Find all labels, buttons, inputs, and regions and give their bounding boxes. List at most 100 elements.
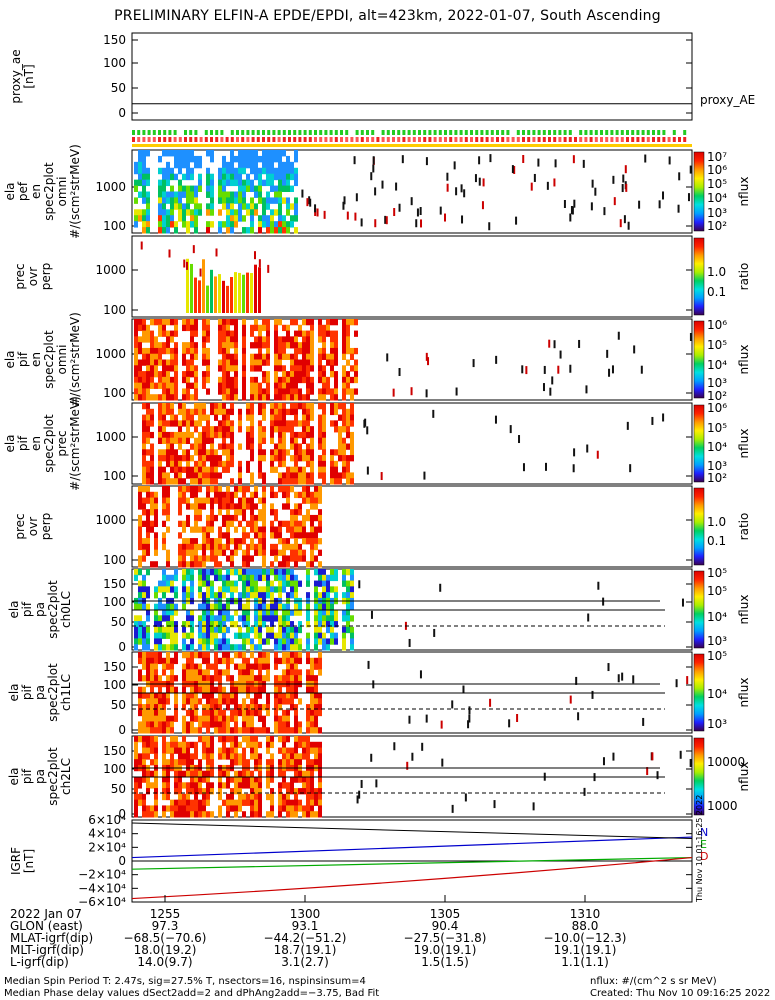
colorbar (693, 737, 705, 816)
ylabel-line: prec (13, 513, 27, 539)
xaxis-cell: MLAT-igrf(dip) (10, 931, 93, 945)
ylabel-line: pef (16, 181, 30, 201)
xaxis-cell: −10.0(−12.3) (544, 931, 627, 945)
ylabel-line: prec (55, 430, 69, 456)
ylabel-line: pa (33, 769, 47, 784)
colorbar (693, 151, 705, 232)
colorbar-tick-label: 10⁵ (707, 338, 727, 352)
y-tick-label: 1000 (95, 513, 126, 527)
colorbar-tick-label: 10⁴ (707, 191, 727, 205)
sparse-points (301, 154, 692, 231)
y-tick-label: 1000 (95, 347, 126, 361)
colorbar-tick-label: 10⁶ (707, 401, 727, 415)
colorbar-tick-label: 10⁴ (707, 358, 727, 372)
ylabel-line: omni (55, 345, 69, 375)
colorbar-tick-label: 10⁶ (707, 163, 727, 177)
x-tick-label: 1255 (150, 907, 181, 921)
ylabel-line: spec2plot (42, 330, 56, 389)
y-tick-label: 100 (103, 386, 126, 400)
ylabel-line: ch0LC (59, 591, 73, 628)
xaxis-cell: 90.4 (432, 919, 459, 933)
panel-ylabel: ela pif pa spec2plot ch1LC (7, 663, 73, 722)
xaxis-cell: 18.0(19.2) (134, 943, 197, 957)
y-tick-label: 1000 (95, 263, 126, 277)
footer-line2: Median Phase delay values dSect2add=2 an… (4, 988, 380, 999)
y-tick-label: 2×10⁴ (88, 840, 126, 854)
colorbar-tick-label: 0.1 (707, 534, 726, 548)
panel-frame (131, 32, 693, 121)
ylabel-line: spec2plot (42, 162, 56, 221)
y-tick-label: −6×10⁴ (78, 895, 126, 909)
y-tick-label: 100 (103, 678, 126, 692)
colorbar-label: nflux (737, 345, 751, 375)
igrf-legend-E: E (700, 838, 707, 851)
footer-line1: Median Spin Period T: 2.47s, sig=27.5% T… (4, 976, 366, 987)
sparse-points (358, 580, 684, 647)
y-tick-label: 1000 (95, 180, 126, 194)
proxy-ae-label: proxy_AE (700, 93, 755, 107)
sparse-points (367, 660, 689, 729)
colorbar-tick-label: 10⁴ (707, 610, 727, 624)
x-tick-label: 1305 (430, 907, 461, 921)
x-tick-label: 1300 (290, 907, 321, 921)
colorbar-tick-label: 10⁵ (707, 649, 727, 663)
panel-ylabel: ela pif pa spec2plot ch0LC (7, 580, 73, 639)
panel-ylabel: ela pif en spec2plot prec #/(scm²strMeV) (3, 396, 82, 491)
xaxis-cell: 93.1 (292, 919, 319, 933)
colorbar-tick-label: 10⁷ (707, 150, 727, 164)
colorbar-label: nflux (737, 595, 751, 625)
colorbar-label: nflux (737, 429, 751, 459)
xaxis-cell: GLON (east) (10, 919, 83, 933)
colorbar-tick-label: 10⁵ (707, 177, 727, 191)
vertical-timestamp: Thu Nov 10 01:16:25 2022 (695, 795, 704, 903)
ylabel-line: #/(scm²strMeV) (68, 312, 82, 407)
y-tick-label: 150 (103, 33, 126, 47)
panel-frame (131, 485, 693, 568)
y-tick-label: 100 (103, 553, 126, 567)
quality-markers (132, 130, 692, 147)
colorbar-label: ratio (737, 513, 751, 541)
xaxis-cell: 97.3 (152, 919, 179, 933)
colorbar-tick-label: 1000 (707, 799, 738, 813)
colorbar-tick-label: 10⁴ (707, 687, 727, 701)
colorbar-tick-label: 10⁴ (707, 440, 727, 454)
ylabel-line: spec2plot (46, 580, 60, 639)
colorbar-label: nflux (737, 762, 751, 792)
ylabel-line: ela (3, 350, 17, 368)
panel-ylabel: ela pif en spec2plot omni #/(scm²strMeV) (3, 312, 82, 407)
y-tick-label: 0 (118, 640, 126, 654)
igrf-legend-N: N (700, 826, 708, 839)
y-tick-label: 50 (111, 615, 126, 629)
panel-frame (131, 318, 693, 401)
y-tick-label: 0 (118, 723, 126, 737)
ylabel-line: omni (55, 177, 69, 207)
spectrogram (134, 150, 298, 234)
ylabel-line: en (29, 352, 43, 367)
ylabel-line: [nT] (22, 849, 36, 873)
colorbar-tick-label: 10³ (707, 206, 727, 220)
y-tick-label: 150 (103, 744, 126, 758)
ylabel-line: spec2plot (46, 663, 60, 722)
ylabel-line: ela (7, 683, 21, 701)
xaxis-cell: MLT-igrf(dip) (10, 943, 84, 957)
ylabel-line: prec (13, 263, 27, 289)
colorbar-tick-label: 10³ (707, 634, 727, 648)
colorbar (693, 570, 705, 649)
panel-ylabel: prec ovr perp (13, 513, 53, 541)
ylabel-line: ela (7, 600, 21, 618)
colorbar-label: ratio (737, 263, 751, 291)
sparse-points (356, 742, 692, 813)
ylabel-line: pif (20, 601, 34, 617)
xaxis-cell: 3.1(2.7) (281, 955, 329, 969)
y-tick-label: 150 (103, 660, 126, 674)
ylabel-line: ch1LC (59, 674, 73, 711)
ylabel-line: pif (16, 351, 30, 367)
y-tick-label: 50 (111, 782, 126, 796)
xaxis-cell: 14.0(9.7) (137, 955, 192, 969)
ylabel-line: pa (33, 685, 47, 700)
footer-right1: nflux: #/(cm^2 s sr MeV) (590, 976, 717, 987)
panel-ylabel: IGRF [nT] (9, 847, 36, 875)
colorbar (693, 653, 705, 732)
ratio-blocks (140, 241, 270, 313)
